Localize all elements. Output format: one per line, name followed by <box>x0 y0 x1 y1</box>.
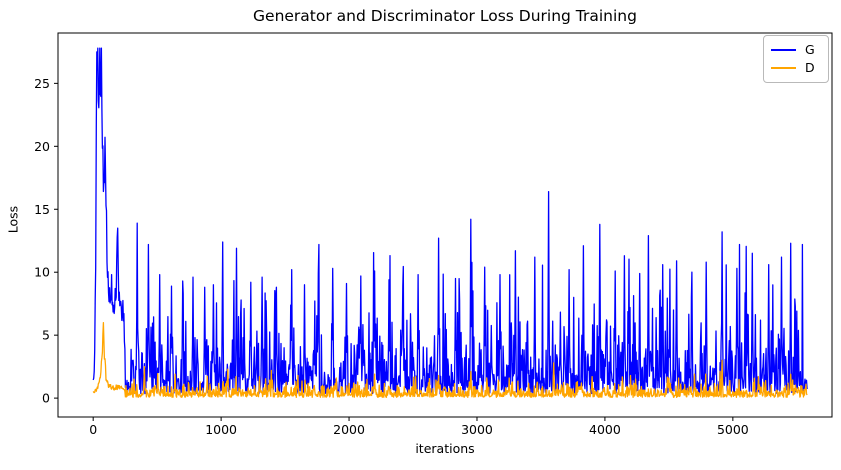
discriminator-line-swatch <box>771 66 796 70</box>
x-tick-label: 4000 <box>589 422 621 437</box>
legend-label-d: D <box>805 59 815 75</box>
y-tick-label: 20 <box>34 139 50 154</box>
axes-spines <box>57 32 833 418</box>
legend: G D <box>763 35 829 83</box>
legend-label-g: G <box>805 41 815 57</box>
x-tick-label: 2000 <box>333 422 365 437</box>
generator-loss-line <box>92 47 808 395</box>
x-tick-label: 3000 <box>461 422 493 437</box>
legend-entry-discriminator: D <box>771 59 821 75</box>
x-tick-label: 0 <box>89 422 97 437</box>
generator-line-swatch <box>771 48 796 52</box>
x-tick-label: 1000 <box>205 422 237 437</box>
y-tick-label: 0 <box>42 391 50 406</box>
y-tick-label: 25 <box>34 76 50 91</box>
y-tick-label: 15 <box>34 202 50 217</box>
chart-title: Generator and Discriminator Loss During … <box>253 7 637 25</box>
x-axis-ticks: 0 1000 2000 3000 4000 5000 <box>89 417 749 437</box>
legend-entry-generator: G <box>771 41 821 57</box>
discriminator-loss-line <box>92 321 808 398</box>
y-axis-ticks: 0 5 10 15 20 25 <box>34 76 58 406</box>
y-tick-label: 10 <box>34 265 50 280</box>
y-tick-label: 5 <box>42 328 50 343</box>
x-axis-label: iterations <box>415 441 475 456</box>
x-tick-label: 5000 <box>717 422 749 437</box>
